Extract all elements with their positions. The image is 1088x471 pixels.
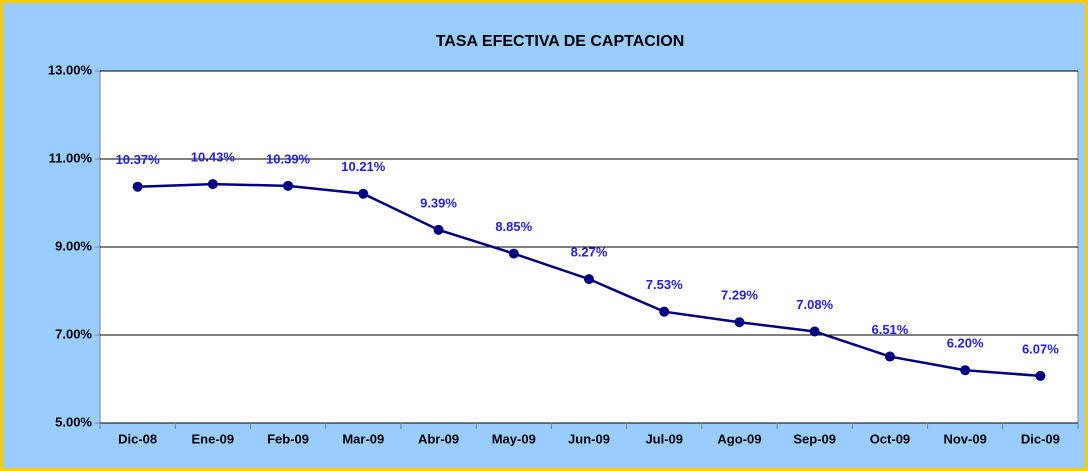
data-point [132,181,143,192]
y-tick-label: 13.00% [48,62,93,77]
x-tick-label: Mar-09 [342,431,384,446]
data-label: 7.53% [646,277,683,292]
data-label: 6.20% [947,336,984,351]
x-tick-label: Oct-09 [870,431,910,446]
x-tick-label: Jun-09 [568,431,610,446]
data-label: 10.43% [191,150,236,165]
data-point [809,326,820,337]
data-point [584,274,594,285]
data-label: 8.85% [495,219,532,234]
x-tick-label: Dic-08 [118,431,157,446]
x-tick-label: Jul-09 [645,431,683,446]
x-tick-label: Feb-09 [267,431,309,446]
data-label: 10.39% [266,151,311,166]
x-tick-label: Ago-09 [717,431,761,446]
data-point [207,179,218,190]
y-tick-label: 9.00% [55,238,92,253]
data-label: 7.08% [796,297,833,312]
data-label: 8.27% [571,245,608,260]
data-label: 10.21% [341,159,386,174]
data-point [734,317,745,328]
chart-title: TASA EFECTIVA DE CAPTACION [436,33,685,50]
x-tick-label: Nov-09 [943,431,986,446]
x-tick-label: Sep-09 [793,431,836,446]
data-point [659,306,670,317]
data-label: 9.39% [420,195,457,210]
data-label: 6.07% [1022,341,1059,356]
data-point [358,188,369,199]
data-label: 6.51% [871,322,908,337]
data-label: 7.29% [721,288,758,303]
y-tick-label: 5.00% [55,414,92,429]
y-tick-label: 7.00% [55,326,92,341]
data-point [433,224,444,235]
data-point [283,180,294,191]
data-point [1035,370,1046,381]
data-label: 10.37% [116,152,161,167]
y-tick-label: 11.00% [49,150,93,165]
x-tick-label: Ene-09 [192,431,235,446]
x-tick-label: May-09 [492,431,536,446]
x-tick-label: Dic-09 [1021,431,1060,446]
data-point [960,365,971,376]
data-point [884,351,895,362]
x-tick-label: Abr-09 [418,431,459,446]
data-point [508,248,519,259]
